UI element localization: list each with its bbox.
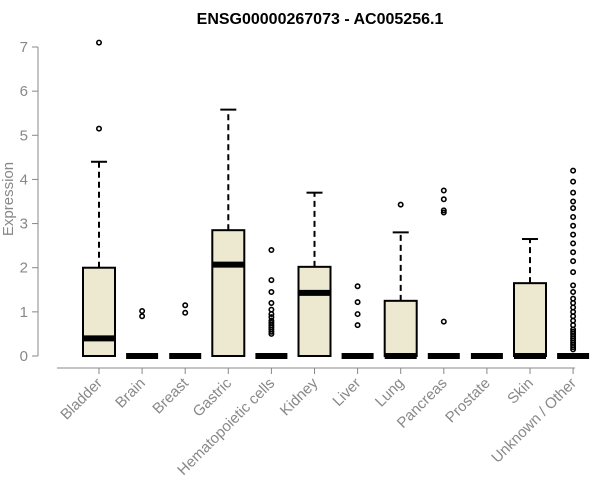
outlier-point: [440, 187, 447, 194]
outlier-point: [182, 302, 189, 309]
box-series: [82, 39, 590, 359]
outlier-point: [139, 307, 146, 314]
outlier-point: [570, 288, 577, 295]
outlier-point: [96, 39, 103, 46]
outlier-point: [570, 222, 577, 229]
outlier-point: [570, 328, 577, 335]
x-tick-label: Brain: [112, 375, 149, 412]
outlier-point: [268, 300, 275, 307]
outlier-point: [570, 249, 577, 256]
box-kidney: [297, 191, 332, 357]
outlier-point: [354, 322, 361, 329]
y-axis: 0 1 2 3 4 5 6 7: [20, 39, 39, 365]
outlier-point: [268, 319, 275, 326]
outlier-point: [570, 282, 577, 289]
y-tick-label: 1: [20, 304, 28, 321]
box: [513, 282, 547, 357]
outlier-point: [397, 201, 404, 208]
box-brain: [126, 307, 159, 359]
outlier-point: [570, 240, 577, 247]
box: [297, 265, 332, 357]
outlier-point: [570, 178, 577, 185]
outlier-point: [268, 288, 275, 295]
x-tick-label: Breast: [149, 374, 192, 417]
box-lung: [383, 201, 418, 359]
outlier-point: [570, 205, 577, 212]
x-tick-label: Lung: [372, 375, 408, 411]
y-tick-label: 5: [20, 127, 28, 144]
x-tick-label: Bladder: [57, 375, 106, 424]
box-skin: [513, 238, 547, 359]
outlier-point: [440, 207, 447, 214]
y-tick-label: 4: [20, 171, 28, 188]
outlier-point: [354, 283, 361, 290]
box-liver: [341, 283, 374, 359]
box-breast: [169, 302, 202, 359]
x-tick-label: Prostate: [442, 375, 494, 427]
outlier-point: [182, 309, 189, 316]
x-tick-label: Liver: [329, 375, 364, 410]
outlier-point: [268, 247, 275, 254]
y-tick-label: 7: [20, 39, 28, 56]
outlier-point: [268, 306, 275, 313]
box-pancreas: [427, 187, 460, 359]
y-tick-label: 0: [20, 348, 28, 365]
outlier-point: [354, 311, 361, 318]
outlier-point: [139, 313, 146, 320]
box: [211, 229, 246, 357]
y-tick-label: 2: [20, 260, 28, 277]
outlier-point: [570, 269, 577, 276]
y-tick-label: 6: [20, 83, 28, 100]
outlier-point: [570, 167, 577, 174]
box-hematopoietic-cells: [255, 247, 288, 359]
chart-title: ENSG00000267073 - AC005256.1: [197, 11, 444, 28]
outlier-point: [570, 295, 577, 302]
outlier-point: [440, 318, 447, 325]
box: [82, 266, 116, 358]
outlier-point: [570, 231, 577, 238]
y-tick-label: 3: [20, 216, 28, 233]
x-tick-label: Kidney: [277, 374, 322, 419]
box-bladder: [82, 39, 116, 358]
outlier-point: [268, 314, 275, 321]
outlier-point: [440, 209, 447, 216]
outlier-point: [570, 258, 577, 265]
y-axis-label: Expression: [0, 162, 17, 236]
box-unknown-other: [557, 167, 590, 359]
outlier-point: [268, 277, 275, 284]
outlier-point: [268, 317, 275, 324]
outlier-point: [570, 213, 577, 220]
box: [383, 299, 418, 358]
outlier-point: [570, 189, 577, 196]
outlier-point: [354, 299, 361, 306]
x-tick-label: Skin: [504, 375, 537, 408]
outlier-point: [96, 125, 103, 132]
outlier-point: [440, 196, 447, 203]
box-gastric: [211, 108, 246, 357]
outlier-point: [570, 198, 577, 205]
